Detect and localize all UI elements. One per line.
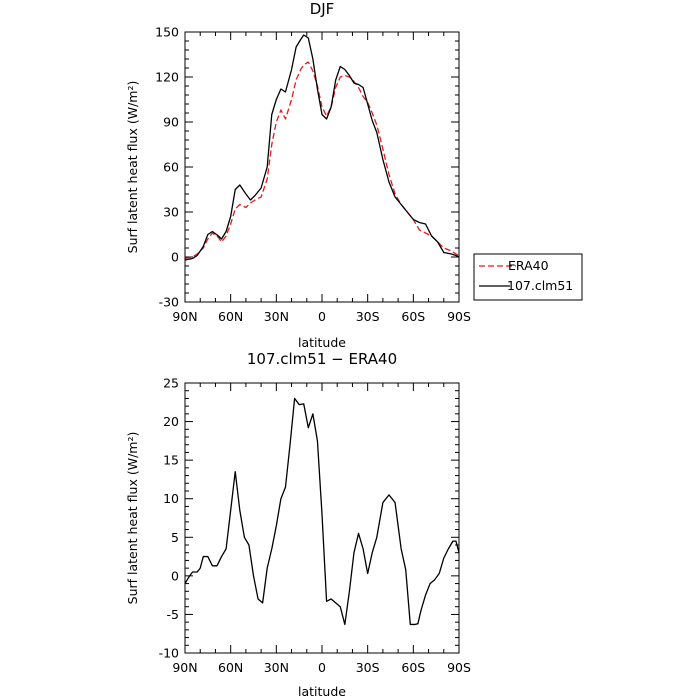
series-line-107-clm51: [184, 34, 460, 261]
y-tick-label: -10: [159, 646, 179, 661]
y-tick-label: 0: [171, 568, 179, 583]
y-tick-label: -30: [159, 295, 179, 310]
x-tick-label: 30N: [264, 309, 289, 324]
x-tick-label: 30S: [356, 309, 380, 324]
y-axis-label: Surf latent heat flux (W/m²): [125, 81, 140, 254]
y-tick-label: 60: [163, 160, 179, 175]
y-tick-label: -5: [167, 607, 179, 622]
bottom-panel-difference: 107.clm51 − ERA40 Surf latent heat flux …: [125, 350, 471, 699]
top-panel-djf: DJF Surf latent heat flux (W/m²) latitud…: [125, 0, 471, 350]
series-line-era40: [184, 61, 460, 260]
y-axis-label: Surf latent heat flux (W/m²): [125, 432, 140, 605]
x-tick-label: 60N: [218, 660, 243, 675]
x-tick-label: 30N: [264, 660, 289, 675]
x-tick-label: 0: [318, 309, 326, 324]
y-tick-label: 120: [155, 70, 179, 85]
x-tick-label: 90S: [447, 660, 471, 675]
y-tick-label: 25: [163, 376, 179, 391]
x-tick-label: 0: [318, 660, 326, 675]
legend: ERA40 107.clm51: [473, 253, 583, 301]
chart-title: 107.clm51 − ERA40: [247, 350, 397, 368]
plot-frame: [184, 382, 460, 654]
x-tick-label: 60S: [401, 309, 425, 324]
axis-ticks: -30 0 30 60 90 120 150 90N 60N 30N 0 30S 60S 90S: [155, 25, 471, 325]
legend-label-107-clm51: 107.clm51: [507, 278, 573, 293]
y-tick-label: 30: [163, 205, 179, 220]
axis-ticks: -10 -5 0 5 10 15 20 25 90N 60N 30N 0 30S 60S 90S: [159, 376, 471, 676]
x-tick-label: 90S: [447, 309, 471, 324]
x-tick-label: 90N: [172, 660, 197, 675]
series-lines: [184, 397, 460, 626]
y-tick-label: 0: [171, 250, 179, 265]
y-tick-label: 15: [163, 453, 179, 468]
x-tick-label: 60S: [401, 660, 425, 675]
x-tick-label: 60N: [218, 309, 243, 324]
chart-title: DJF: [310, 0, 335, 18]
y-tick-label: 90: [163, 115, 179, 130]
series-lines: [184, 34, 460, 261]
y-tick-label: 10: [163, 491, 179, 506]
y-tick-label: 5: [171, 530, 179, 545]
series-line-difference: [184, 397, 460, 626]
x-tick-label: 30S: [356, 660, 380, 675]
legend-label-era40: ERA40: [508, 258, 549, 273]
x-tick-label: 90N: [172, 309, 197, 324]
legend-box: [473, 253, 583, 301]
x-axis-label: latitude: [298, 684, 346, 699]
x-axis-label: latitude: [298, 335, 346, 350]
y-tick-label: 20: [163, 414, 179, 429]
y-tick-label: 150: [155, 25, 179, 40]
plot-frame: [184, 31, 460, 303]
